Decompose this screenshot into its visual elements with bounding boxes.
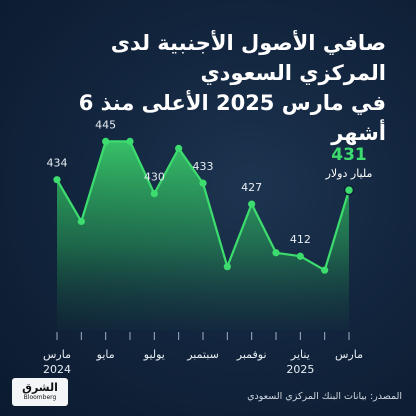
data-point: [53, 176, 61, 184]
x-axis-ticks: [56, 332, 350, 340]
data-point: [272, 249, 280, 257]
x-tick-label: يناير: [290, 348, 310, 361]
data-point: [343, 184, 355, 196]
logo-english: Bloomberg: [23, 394, 57, 401]
x-axis-labels: مارس 2024 مايو يوليو سبتمبر نوفمبر يناير 2025 ما…: [43, 348, 363, 376]
data-point: [126, 137, 134, 145]
logo-arabic: الشرق: [22, 381, 58, 394]
x-tick-label: نوفمبر: [236, 348, 267, 361]
x-tick-label: مارس: [43, 348, 71, 361]
data-label: 427: [241, 181, 262, 194]
data-label: 412: [290, 233, 311, 246]
data-point: [150, 190, 158, 198]
title-line-2: في مارس 2025 الأعلى منذ 6 أشهر: [78, 91, 386, 145]
data-point: [175, 144, 183, 152]
last-value-unit: مليار دولار: [325, 167, 373, 180]
data-point: [248, 200, 256, 208]
data-points: [53, 137, 355, 274]
area-fill: [57, 141, 349, 330]
x-tick-year: 2025: [286, 363, 314, 376]
title-line-1: صافي الأصول الأجنبية لدى المركزي السعودي: [110, 31, 386, 85]
last-value-label: 431: [331, 145, 367, 165]
x-tick-year: 2024: [43, 363, 71, 376]
data-label: 430: [144, 171, 165, 184]
chart-title: صافي الأصول الأجنبية لدى المركزي السعودي…: [30, 28, 386, 148]
data-labels: 434 445 430 433 427 412: [47, 118, 311, 246]
data-point: [102, 137, 110, 145]
data-point: [77, 217, 85, 226]
data-label: 433: [193, 160, 214, 173]
x-tick-label: مايو: [96, 348, 115, 361]
x-tick-label: مارس: [335, 348, 363, 361]
x-tick-label: سبتمبر: [186, 348, 219, 361]
data-point: [223, 263, 231, 271]
data-label: 434: [47, 157, 68, 170]
last-value-callout: 431 مليار دولار: [325, 145, 373, 180]
x-tick-label: يوليو: [143, 348, 165, 361]
data-label: 445: [95, 118, 116, 131]
data-point: [321, 266, 329, 274]
asharq-bloomberg-logo: الشرق Bloomberg: [12, 378, 68, 406]
data-point: [296, 252, 304, 260]
source-note: المصدر: بيانات البنك المركزي السعودي: [247, 391, 402, 402]
data-point: [199, 179, 207, 187]
